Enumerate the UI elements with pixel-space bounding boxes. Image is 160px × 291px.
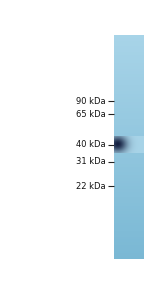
Bar [114, 69, 144, 71]
Bar [114, 155, 144, 158]
Bar [114, 54, 144, 57]
Bar [114, 94, 144, 97]
Bar [114, 71, 144, 74]
Bar [114, 225, 144, 228]
Text: 90 kDa: 90 kDa [76, 97, 106, 106]
Bar [114, 206, 144, 209]
Bar [114, 91, 144, 94]
Bar [114, 214, 144, 217]
Bar [114, 144, 144, 147]
Bar [114, 119, 144, 122]
Bar [114, 217, 144, 220]
Bar [114, 223, 144, 225]
Bar [114, 127, 144, 130]
Bar [114, 105, 144, 108]
Text: 65 kDa: 65 kDa [76, 110, 106, 119]
Bar [114, 66, 144, 69]
Bar [114, 113, 144, 116]
Bar [114, 195, 144, 197]
Bar [114, 147, 144, 150]
Bar [114, 88, 144, 91]
Bar [114, 141, 144, 144]
Bar [114, 158, 144, 161]
Bar [114, 74, 144, 77]
Bar [114, 83, 144, 85]
Bar [114, 237, 144, 239]
Bar [114, 172, 144, 175]
Bar [114, 186, 144, 189]
Bar [114, 248, 144, 251]
Bar [114, 57, 144, 60]
Bar [114, 161, 144, 164]
Bar [114, 242, 144, 245]
Bar [114, 85, 144, 88]
Bar [114, 220, 144, 223]
Bar [114, 169, 144, 172]
Bar [114, 192, 144, 195]
Bar [114, 35, 144, 38]
Bar [114, 60, 144, 63]
Bar [114, 46, 144, 49]
Bar [114, 108, 144, 111]
Text: 22 kDa: 22 kDa [76, 182, 106, 191]
Bar [114, 116, 144, 119]
Bar [114, 209, 144, 211]
Bar [114, 239, 144, 242]
Text: 40 kDa: 40 kDa [76, 140, 106, 149]
Bar [114, 139, 144, 141]
Bar [114, 40, 144, 43]
Bar [114, 183, 144, 186]
Bar [114, 166, 144, 169]
Bar [114, 189, 144, 192]
Bar [114, 80, 144, 83]
Bar [114, 150, 144, 152]
Bar [114, 211, 144, 214]
Bar [114, 99, 144, 102]
Bar [114, 251, 144, 253]
Bar [114, 125, 144, 127]
Bar [114, 180, 144, 183]
Bar [114, 253, 144, 256]
Bar [114, 234, 144, 237]
Bar [114, 38, 144, 40]
Bar [114, 175, 144, 178]
Bar [114, 136, 144, 139]
Bar [114, 228, 144, 231]
Bar [114, 43, 144, 46]
Bar [114, 49, 144, 52]
Bar [114, 245, 144, 248]
Bar [114, 256, 144, 259]
Bar [114, 102, 144, 105]
Bar [114, 52, 144, 54]
Bar [114, 122, 144, 125]
Bar [114, 203, 144, 206]
Bar [114, 197, 144, 200]
Bar [114, 63, 144, 66]
Bar [114, 130, 144, 133]
Bar [114, 111, 144, 113]
Bar [114, 164, 144, 166]
Bar [114, 77, 144, 80]
Bar [114, 97, 144, 99]
Bar [114, 133, 144, 136]
Text: 31 kDa: 31 kDa [76, 157, 106, 166]
Bar [114, 152, 144, 155]
Bar [114, 200, 144, 203]
Bar [114, 231, 144, 234]
Bar [114, 178, 144, 180]
